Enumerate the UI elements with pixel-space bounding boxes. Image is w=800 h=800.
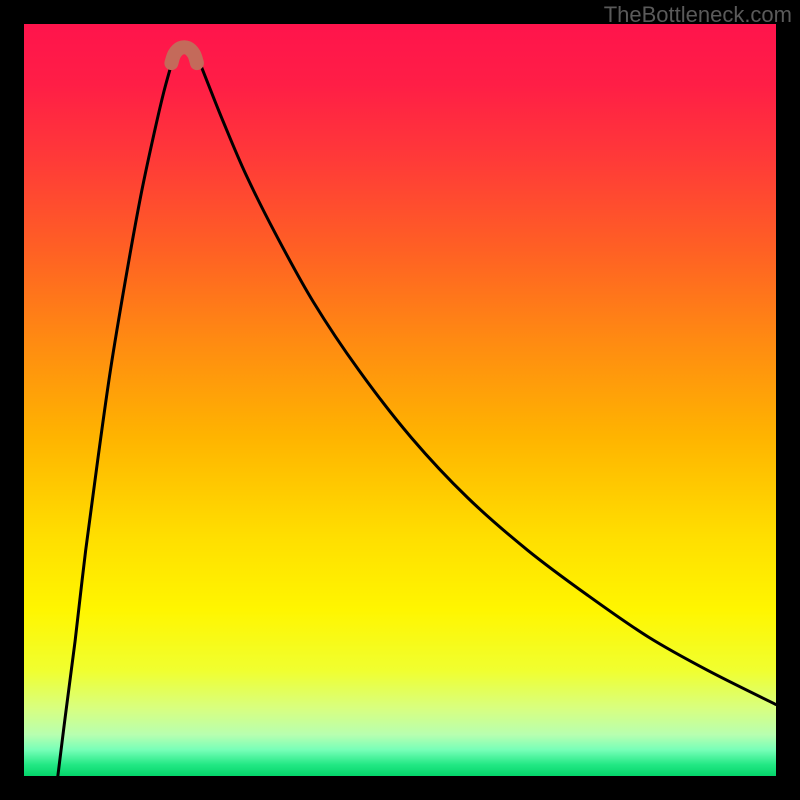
plot-background xyxy=(24,24,776,776)
bottleneck-chart xyxy=(0,0,800,800)
watermark-text: TheBottleneck.com xyxy=(604,2,792,28)
